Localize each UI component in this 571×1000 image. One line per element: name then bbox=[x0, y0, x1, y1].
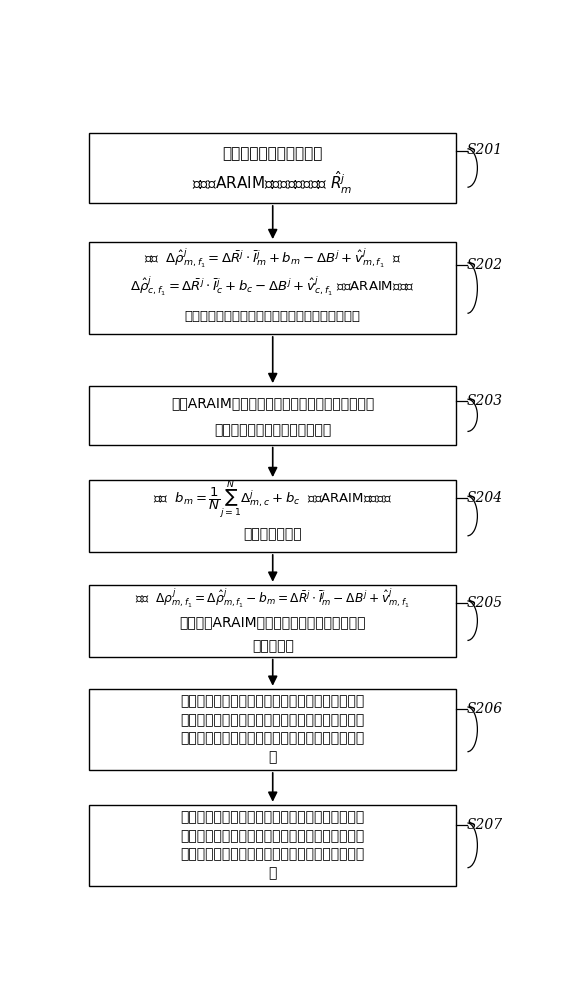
Text: 阵: 阵 bbox=[268, 866, 277, 880]
Text: S206: S206 bbox=[467, 702, 503, 716]
Text: S205: S205 bbox=[467, 596, 503, 610]
Text: 站的第一伪距残差得到单差方程: 站的第一伪距残差得到单差方程 bbox=[214, 423, 331, 437]
Text: S201: S201 bbox=[467, 143, 503, 157]
Text: S204: S204 bbox=[467, 491, 503, 505]
Bar bbox=[89, 585, 456, 657]
Text: 差、当前预设时间段内的星历误差的误差协方差矩: 差、当前预设时间段内的星历误差的误差协方差矩 bbox=[180, 713, 365, 727]
Bar bbox=[89, 689, 456, 770]
Text: S207: S207 bbox=[467, 818, 503, 832]
Text: 根据ARAIM地面监测站的第一伪距残差和时钟同步: 根据ARAIM地面监测站的第一伪距残差和时钟同步 bbox=[171, 396, 375, 410]
Text: 站的接收机钟差: 站的接收机钟差 bbox=[243, 528, 302, 542]
Text: 卫星到ARAIM地面监测站的距离 $\hat{R}^{j}_{m}$: 卫星到ARAIM地面监测站的距离 $\hat{R}^{j}_{m}$ bbox=[192, 169, 353, 196]
Bar bbox=[89, 242, 456, 334]
Text: 根据  $\Delta\rho^{j}_{m,f_1}=\Delta\hat{\rho}^{j}_{m,f_1}-b_m=\Delta\bar{R}^{j}\c: 根据 $\Delta\rho^{j}_{m,f_1}=\Delta\hat{\r… bbox=[135, 587, 410, 610]
Text: 得到消除ARAIM地面监测站的接收机钟差的第: 得到消除ARAIM地面监测站的接收机钟差的第 bbox=[179, 616, 366, 630]
Text: 根据第二伪距残差和当前预设时间段内的星历误差: 根据第二伪距残差和当前预设时间段内的星历误差 bbox=[180, 810, 365, 824]
Text: S203: S203 bbox=[467, 394, 503, 408]
Bar bbox=[89, 480, 456, 552]
Text: 阵: 阵 bbox=[268, 750, 277, 764]
Text: 阵和未来预设时间段内的星历误差的误差协方差矩: 阵和未来预设时间段内的星历误差的误差协方差矩 bbox=[180, 732, 365, 746]
Bar bbox=[89, 805, 456, 886]
Text: 二伪距残差: 二伪距残差 bbox=[252, 639, 293, 653]
Text: 根据  $b_m=\dfrac{1}{N}\sum_{j=1}^{N}\Delta^{j}_{m,c}+b_c$  得到ARAIM地面监测: 根据 $b_m=\dfrac{1}{N}\sum_{j=1}^{N}\Delta… bbox=[153, 478, 392, 521]
Bar bbox=[89, 386, 456, 445]
Text: 得到当前预设时间段内的星钟误差的误差协方差矩: 得到当前预设时间段内的星钟误差的误差协方差矩 bbox=[180, 829, 365, 843]
Text: 根据第二伪距残差得到当前预设时间段内的星历误: 根据第二伪距残差得到当前预设时间段内的星历误 bbox=[180, 694, 365, 708]
Text: S202: S202 bbox=[467, 258, 503, 272]
Text: 阵和未来预设时间段内的星钟误差的误差协方差矩: 阵和未来预设时间段内的星钟误差的误差协方差矩 bbox=[180, 848, 365, 862]
Text: 测站的第一伪距残差和时钟同步站的第一伪距残差: 测站的第一伪距残差和时钟同步站的第一伪距残差 bbox=[185, 310, 361, 322]
Bar bbox=[89, 133, 456, 203]
Text: 根据  $\Delta\hat{\rho}^{j}_{m,f_1}=\Delta\bar{R}^{j}\cdot\bar{I}^{j}_{m}+b_m-\Del: 根据 $\Delta\hat{\rho}^{j}_{m,f_1}=\Delta\… bbox=[144, 247, 401, 270]
Text: 根据卫星的导航电文得到: 根据卫星的导航电文得到 bbox=[223, 146, 323, 161]
Text: $\Delta\hat{\rho}^{j}_{c,f_1}=\Delta\bar{R}^{j}\cdot\bar{I}^{j}_{c}+b_c-\Delta B: $\Delta\hat{\rho}^{j}_{c,f_1}=\Delta\bar… bbox=[130, 275, 415, 298]
